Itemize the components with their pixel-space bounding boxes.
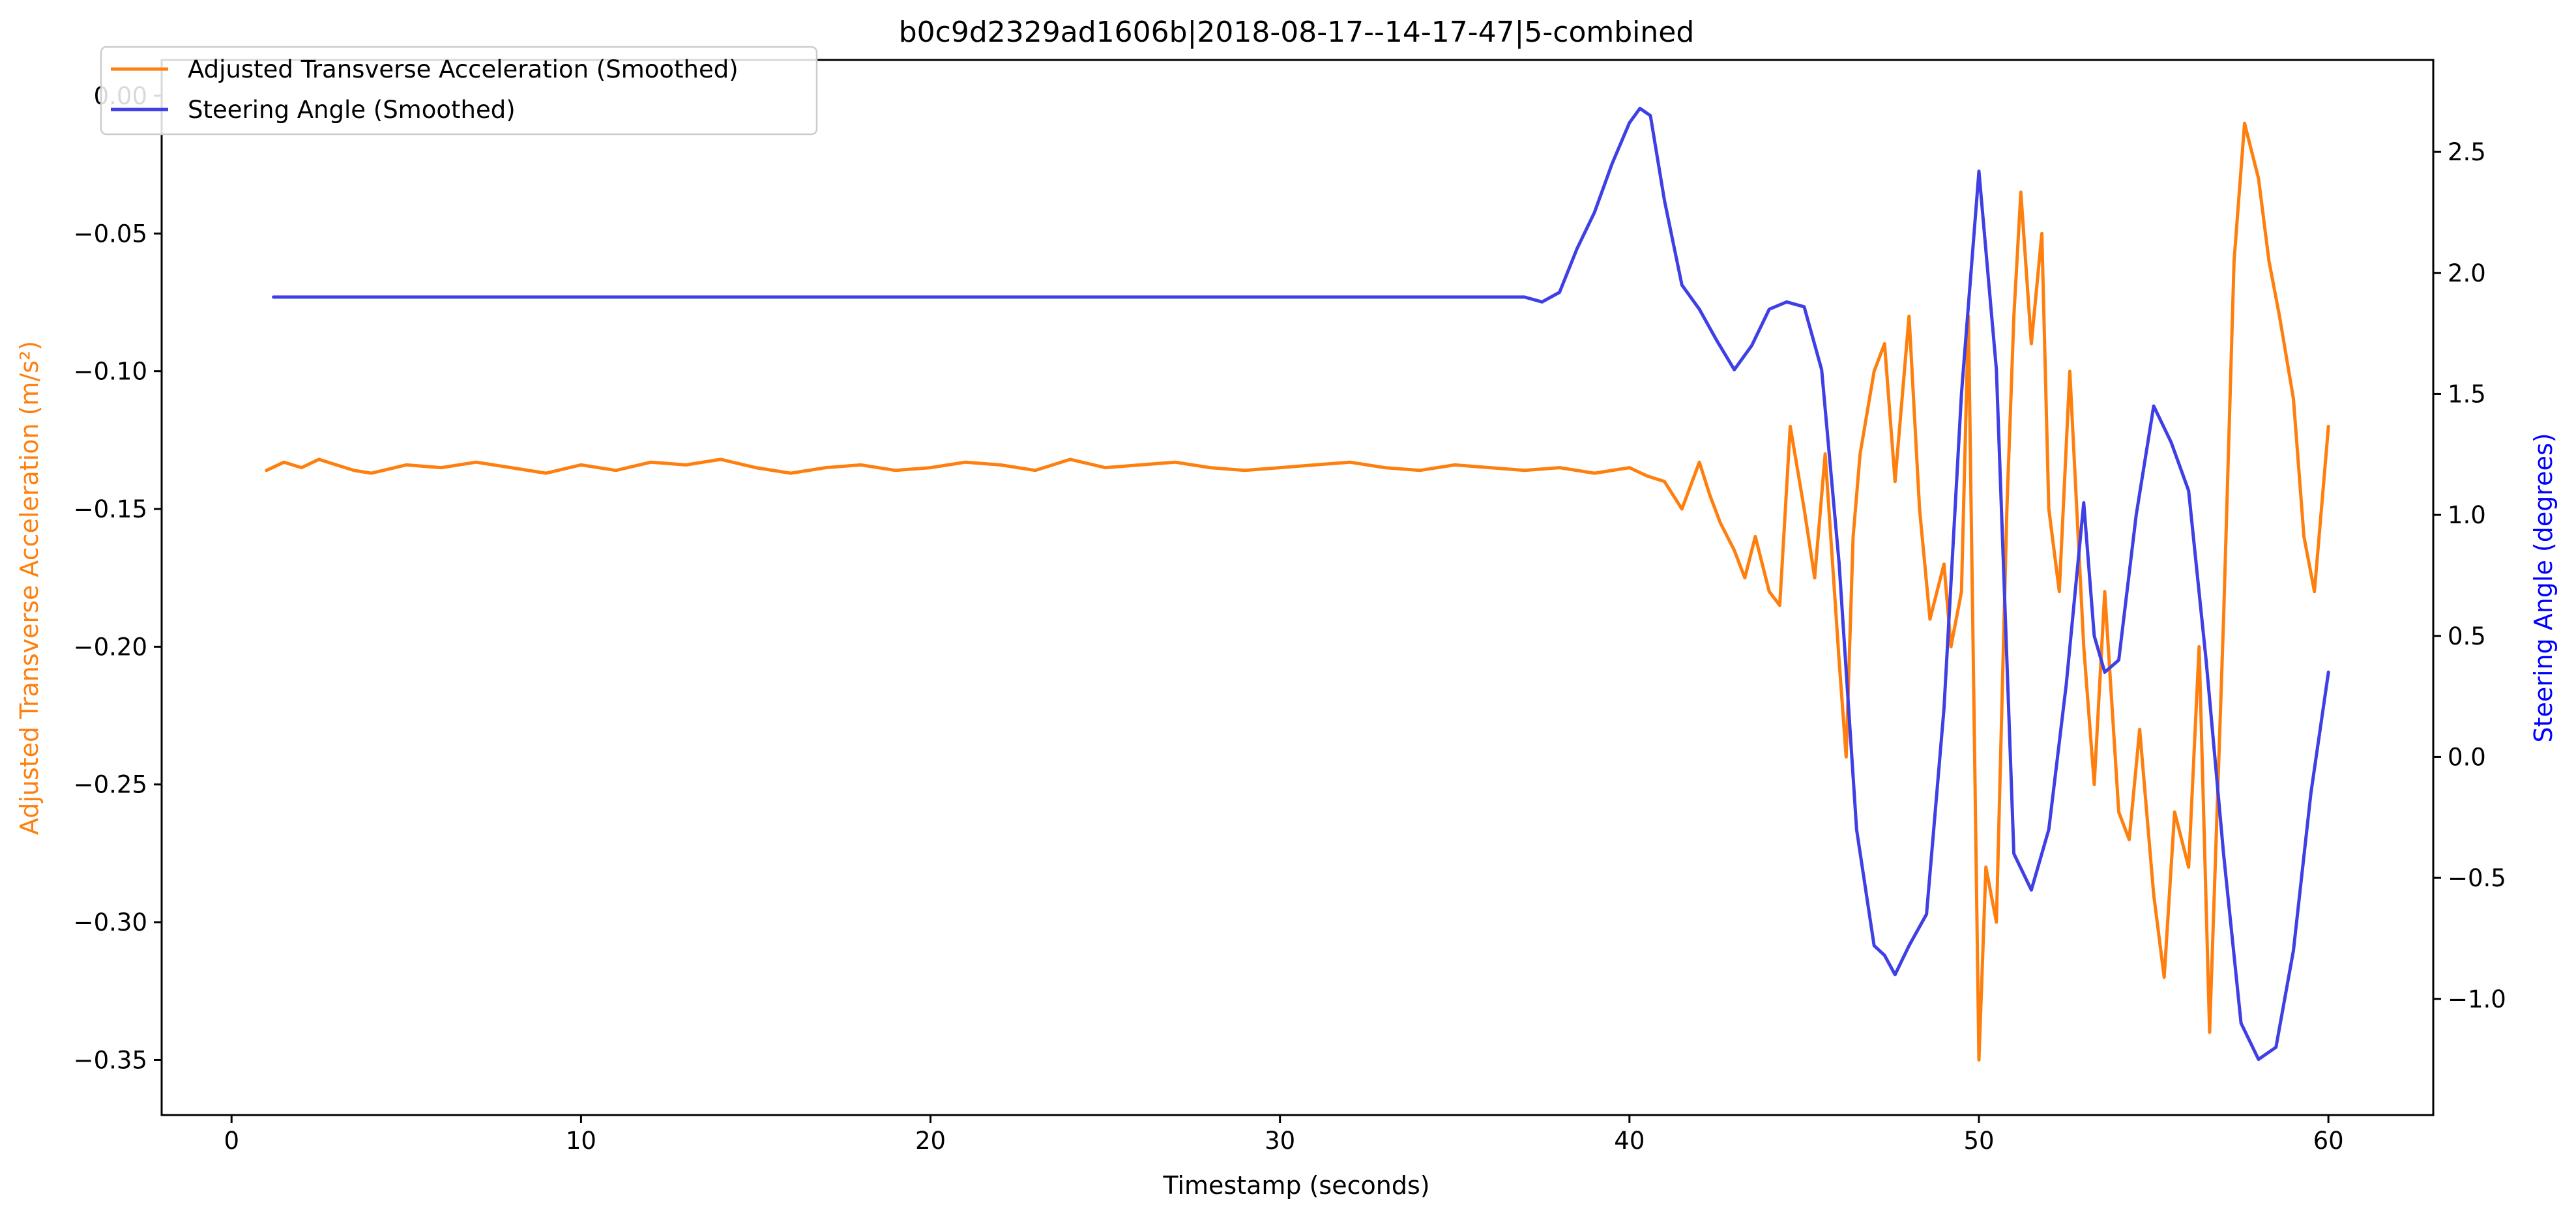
legend-label-acceleration: Adjusted Transverse Acceleration (Smooth… — [188, 55, 739, 83]
y-left-tick-label: −0.25 — [74, 771, 147, 799]
x-tick-label: 40 — [1614, 1127, 1645, 1155]
y-left-tick-label: −0.20 — [74, 633, 147, 661]
y-axis-left: 0.00−0.05−0.10−0.15−0.20−0.25−0.30−0.35 — [74, 82, 162, 1074]
x-tick-label: 10 — [566, 1127, 596, 1155]
series-line-acceleration — [265, 121, 2330, 1062]
series-line-steering — [272, 106, 2330, 1062]
y-right-tick-label: 2.5 — [2448, 138, 2486, 166]
y-right-tick-label: −0.5 — [2448, 864, 2506, 892]
plot-frame — [160, 59, 2435, 1116]
y-axis-left-title: Adjusted Transverse Acceleration (m/s²) — [15, 341, 44, 835]
y-left-tick-label: −0.05 — [74, 220, 147, 248]
y-right-tick-label: 2.0 — [2448, 259, 2486, 287]
y-right-tick-label: 0.5 — [2448, 622, 2486, 650]
x-tick-label: 60 — [2313, 1127, 2344, 1155]
y-left-tick-label: −0.15 — [74, 495, 147, 523]
legend-box — [100, 46, 818, 136]
chart-title: b0c9d2329ad1606b|2018-08-17--14-17-47|5-… — [899, 16, 1695, 49]
x-tick-label: 0 — [224, 1127, 239, 1155]
x-tick-label: 50 — [1963, 1127, 1994, 1155]
y-right-tick-label: 1.0 — [2448, 501, 2486, 529]
y-right-tick-label: 0.0 — [2448, 743, 2486, 771]
x-tick-label: 30 — [1265, 1127, 1295, 1155]
y-right-tick-label: −1.0 — [2448, 985, 2506, 1013]
y-axis-right-title: Steering Angle (degrees) — [2529, 433, 2558, 742]
plot-series — [265, 106, 2330, 1062]
y-left-tick-label: −0.35 — [74, 1046, 147, 1074]
x-axis: 0 10 20 30 40 50 60 — [224, 1115, 2344, 1155]
x-tick-label: 20 — [915, 1127, 946, 1155]
y-axis-right: 2.5 2.0 1.5 1.0 0.5 0.0 −0.5 −1.0 — [2433, 138, 2506, 1013]
x-axis-title: Timestamp (seconds) — [1162, 1171, 1429, 1200]
legend-label-steering: Steering Angle (Smoothed) — [188, 96, 516, 124]
legend: Adjusted Transverse Acceleration (Smooth… — [100, 46, 818, 136]
y-right-tick-label: 1.5 — [2448, 380, 2486, 408]
y-left-tick-label: −0.30 — [74, 908, 147, 936]
y-left-tick-label: −0.10 — [74, 358, 147, 386]
